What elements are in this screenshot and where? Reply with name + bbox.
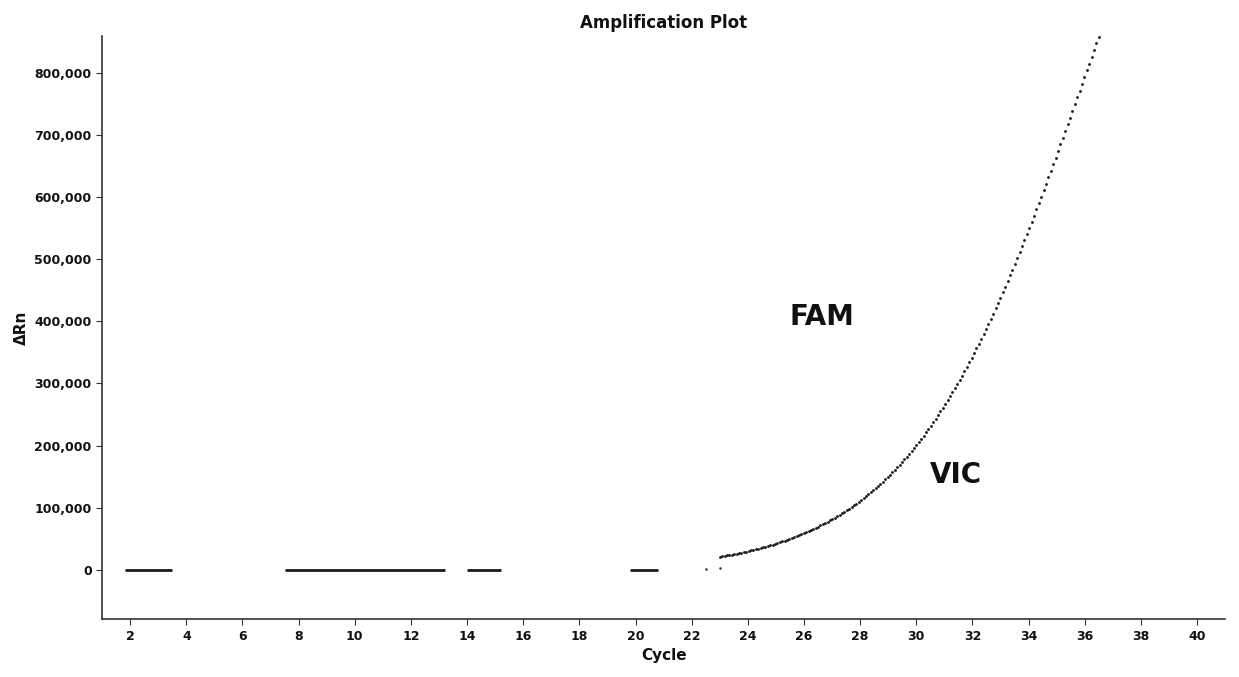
Text: FAM: FAM [790, 303, 855, 330]
Y-axis label: ΔRn: ΔRn [14, 311, 28, 345]
Text: VIC: VIC [930, 461, 983, 489]
X-axis label: Cycle: Cycle [641, 648, 686, 663]
Title: Amplification Plot: Amplification Plot [580, 14, 747, 32]
